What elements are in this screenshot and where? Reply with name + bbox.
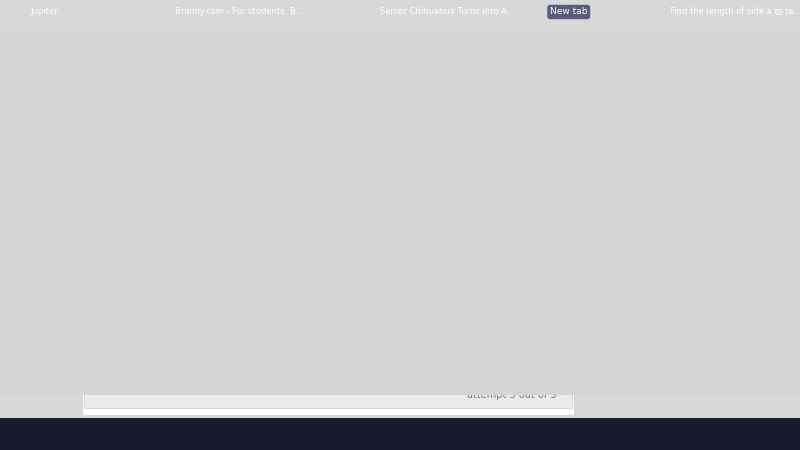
FancyBboxPatch shape <box>310 328 410 354</box>
Text: x: x <box>192 229 200 243</box>
Text: ?: ? <box>535 72 561 115</box>
Text: Brainly.com - For students. B...: Brainly.com - For students. B... <box>175 8 304 17</box>
Text: Submit Answer: Submit Answer <box>321 336 399 346</box>
Text: 3/27/2021: 3/27/2021 <box>741 436 783 445</box>
Text: attempt 5 out of 5: attempt 5 out of 5 <box>467 390 557 400</box>
Text: |: | <box>150 334 154 347</box>
Text: Ratios of Special Triangles: Ratios of Special Triangles <box>97 91 251 104</box>
Text: deltamath.com/student/solve/12556888/specialTriangles: deltamath.com/student/solve/12556888/spe… <box>100 37 358 46</box>
Text: Senior Chihuahua Turns Into A...: Senior Chihuahua Turns Into A... <box>380 8 514 17</box>
Text: New tab: New tab <box>550 8 587 17</box>
FancyBboxPatch shape <box>82 58 574 415</box>
Text: Jupiter: Jupiter <box>30 8 58 17</box>
Text: Samantha Perezcajina: Samantha Perezcajina <box>97 76 228 89</box>
Text: ─  ☐  ✕: ─ ☐ ✕ <box>765 8 795 17</box>
Text: √6: √6 <box>258 288 276 302</box>
FancyBboxPatch shape <box>84 305 572 408</box>
Text: Answer:: Answer: <box>102 334 152 347</box>
Text: 🔍 Type here to search: 🔍 Type here to search <box>90 429 187 438</box>
FancyBboxPatch shape <box>145 328 300 354</box>
Text: 60°: 60° <box>214 204 231 214</box>
Text: Find the length of side x in si...: Find the length of side x in si... <box>670 8 799 17</box>
FancyBboxPatch shape <box>130 362 150 382</box>
Text: 30°: 30° <box>297 258 314 268</box>
Text: ⊞: ⊞ <box>24 427 36 441</box>
Text: Mar 27, 8:54:32 PM: Mar 27, 8:54:32 PM <box>97 106 212 119</box>
Text: ⊖: ⊖ <box>518 313 526 323</box>
Text: 9:02 PM: 9:02 PM <box>744 423 780 432</box>
Text: √: √ <box>137 367 143 377</box>
Text: ←  →  C: ← → C <box>40 37 75 47</box>
Text: ⊕: ⊕ <box>506 313 514 323</box>
Text: ⊞: ⊞ <box>493 313 501 323</box>
Text: Find the length of side x in simplest radical form with a rational denominator.: Find the length of side x in simplest ra… <box>97 152 555 165</box>
Text: Watch help video: Watch help video <box>97 122 212 135</box>
